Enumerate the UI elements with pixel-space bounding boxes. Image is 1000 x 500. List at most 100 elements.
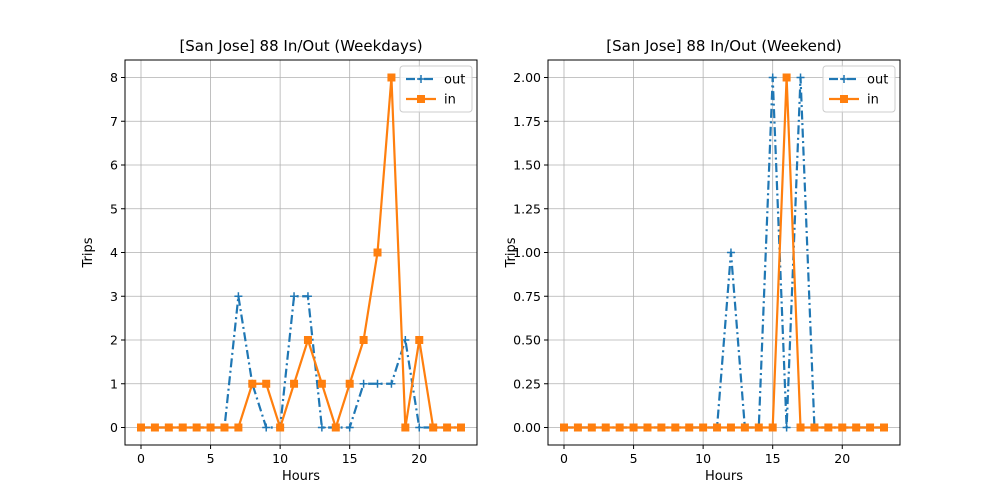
data-point-out xyxy=(768,73,777,82)
legend-marker-out xyxy=(417,75,425,83)
x-tick-label: 5 xyxy=(207,451,215,466)
data-point-in xyxy=(248,379,257,388)
data-point-out xyxy=(262,423,271,432)
data-point-in xyxy=(726,423,735,432)
data-point-in xyxy=(401,423,410,432)
data-point-in xyxy=(713,423,722,432)
data-point-in xyxy=(782,73,791,82)
y-tick-label: 0.00 xyxy=(513,420,541,435)
x-tick-label: 20 xyxy=(834,451,850,466)
data-point-in xyxy=(150,423,159,432)
y-axis-label: Trips xyxy=(81,237,96,268)
data-point-in xyxy=(768,423,777,432)
y-tick-label: 5 xyxy=(110,201,118,216)
y-tick-label: 2.00 xyxy=(513,70,541,85)
data-point-in xyxy=(206,423,215,432)
data-point-out xyxy=(373,379,382,388)
legend: out in xyxy=(399,65,473,113)
data-point-in xyxy=(443,423,452,432)
data-point-in xyxy=(331,423,340,432)
y-tick-label: 6 xyxy=(110,158,118,173)
data-point-in xyxy=(303,336,312,344)
y-tick-label: 8 xyxy=(110,70,118,85)
data-point-in xyxy=(629,423,638,432)
data-point-in xyxy=(587,423,596,432)
data-point-in xyxy=(796,423,805,432)
data-point-in xyxy=(573,423,582,432)
data-point-in xyxy=(234,423,243,432)
data-point-out xyxy=(290,292,299,301)
y-tick-label: 1.75 xyxy=(513,114,541,129)
data-point-out xyxy=(782,423,791,432)
x-tick-label: 15 xyxy=(342,451,358,466)
data-point-in xyxy=(880,423,888,432)
data-point-in xyxy=(866,423,875,432)
data-point-in xyxy=(457,423,465,432)
data-point-out xyxy=(345,423,354,432)
chart-title: [San Jose] 88 In/Out (Weekend) xyxy=(606,37,841,55)
data-point-in xyxy=(178,423,187,432)
series-line-out xyxy=(564,76,884,429)
x-tick-label: 15 xyxy=(765,451,781,466)
data-point-out xyxy=(387,379,396,388)
data-point-out xyxy=(317,423,326,432)
data-point-in xyxy=(699,423,708,432)
legend-label-in: in xyxy=(867,93,879,108)
x-axis-label: Hours xyxy=(705,469,743,484)
data-point-out xyxy=(359,379,368,388)
x-tick-label: 0 xyxy=(137,451,145,466)
data-point-in xyxy=(137,423,145,432)
legend-label-out: out xyxy=(867,73,888,88)
data-point-in xyxy=(317,379,326,388)
legend-label-in: in xyxy=(444,93,456,108)
data-point-in xyxy=(345,379,354,388)
data-point-in xyxy=(262,379,271,388)
data-point-in xyxy=(838,423,847,432)
data-point-in xyxy=(671,423,680,432)
legend-label-out: out xyxy=(444,73,465,88)
x-tick-label: 10 xyxy=(272,451,288,466)
data-point-in xyxy=(373,248,382,257)
chart-panel-1: 0 5 10 15 20 0 1 2 3 4 5 6 7 8 [San Jose] 88 In/Out (W… xyxy=(81,37,478,484)
x-axis-label: Hours xyxy=(282,469,320,484)
legend: out in xyxy=(822,65,896,113)
y-axis-label: Trips xyxy=(504,237,519,268)
y-tick-label: 1.00 xyxy=(513,245,541,260)
data-point-in xyxy=(601,423,610,432)
y-tick-label: 0 xyxy=(110,420,118,435)
y-tick-label: 1 xyxy=(110,376,118,391)
y-tick-label: 0.75 xyxy=(513,289,541,304)
legend-marker-out xyxy=(840,75,848,83)
x-tick-label: 10 xyxy=(695,451,711,466)
x-tick-label: 5 xyxy=(630,451,638,466)
data-point-out xyxy=(415,423,424,432)
legend-marker-in xyxy=(417,95,425,103)
y-tick-label: 7 xyxy=(110,114,118,129)
data-point-in xyxy=(685,423,694,432)
data-point-in xyxy=(415,336,424,344)
data-point-in xyxy=(810,423,819,432)
legend-marker-in xyxy=(840,95,848,103)
y-tick-label: 2 xyxy=(110,333,118,348)
data-point-in xyxy=(429,423,438,432)
x-tick-label: 0 xyxy=(560,451,568,466)
data-point-out xyxy=(234,292,243,301)
data-point-in xyxy=(615,423,624,432)
series-in xyxy=(137,73,465,432)
data-point-out xyxy=(726,248,735,257)
chart-title: [San Jose] 88 In/Out (Weekdays) xyxy=(179,37,422,55)
data-point-in xyxy=(740,423,749,432)
data-point-in xyxy=(852,423,861,432)
y-tick-label: 0.25 xyxy=(513,376,541,391)
data-point-out xyxy=(303,292,312,301)
chart-panel-2: 0 5 10 15 20 0.00 0.25 0.50 0.75 1.00 1.25 1.50 1.75… xyxy=(504,37,901,484)
data-point-in xyxy=(643,423,652,432)
data-point-in xyxy=(359,336,368,344)
data-point-in xyxy=(192,423,201,432)
data-point-in xyxy=(290,379,299,388)
y-tick-label: 3 xyxy=(110,289,118,304)
data-point-in xyxy=(824,423,833,432)
data-point-out xyxy=(796,73,805,82)
series-in xyxy=(560,73,888,432)
data-point-in xyxy=(754,423,763,432)
